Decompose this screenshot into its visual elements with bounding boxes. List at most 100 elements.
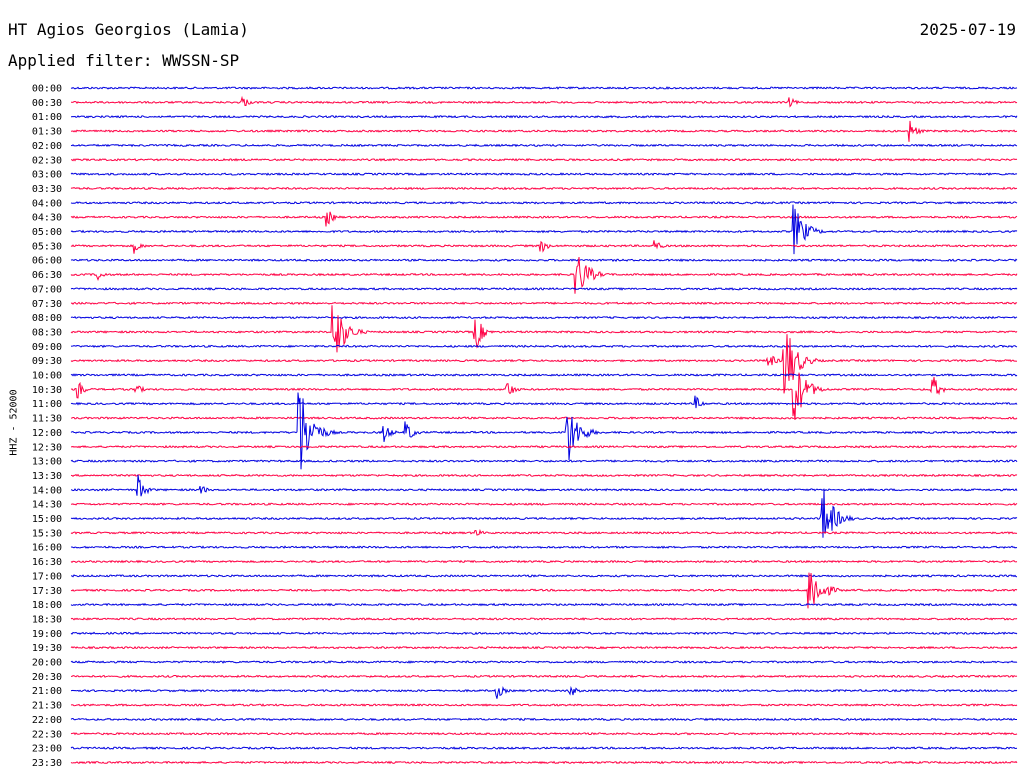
trace-line [70, 545, 1018, 550]
trace-line [70, 211, 1018, 227]
trace-line [70, 172, 1018, 176]
trace-line [70, 444, 1018, 449]
trace-line [70, 143, 1018, 148]
date-label: 2025-07-19 [919, 20, 1016, 39]
time-label: 19:30 [32, 643, 62, 654]
filter-label: Applied filter: WWSSN-SP [8, 51, 240, 70]
trace-line [70, 645, 1018, 650]
time-label: 05:00 [32, 227, 62, 238]
trace-line [70, 631, 1018, 636]
trace-line [70, 305, 1018, 353]
time-label: 09:00 [32, 342, 62, 353]
time-label: 06:00 [32, 256, 62, 267]
time-label: 20:00 [32, 658, 62, 669]
time-label: 23:00 [32, 744, 62, 755]
time-label: 10:00 [32, 371, 62, 382]
time-label: 06:30 [32, 270, 62, 281]
time-label: 11:00 [32, 399, 62, 410]
time-label: 05:30 [32, 241, 62, 252]
time-label: 17:00 [32, 571, 62, 582]
time-label: 12:30 [32, 442, 62, 453]
time-label: 10:30 [32, 385, 62, 396]
time-label: 02:30 [32, 155, 62, 166]
trace-line [70, 528, 1018, 536]
time-label: 23:30 [32, 758, 62, 769]
time-label: 00:30 [32, 98, 62, 109]
trace-line [70, 474, 1018, 497]
trace-line [70, 392, 1018, 470]
time-label: 13:30 [32, 471, 62, 482]
trace-line [70, 344, 1018, 349]
trace-line [70, 717, 1017, 722]
time-label: 02:00 [32, 141, 62, 152]
time-label: 16:00 [32, 543, 62, 554]
station-title: HT Agios Georgios (Lamia) [8, 20, 249, 39]
time-label: 21:30 [32, 701, 62, 712]
time-label: 08:00 [32, 313, 62, 324]
trace-line [70, 315, 1018, 320]
time-label: 16:30 [32, 557, 62, 568]
trace-line [70, 372, 1018, 421]
time-label: 07:00 [32, 284, 62, 295]
time-label: 08:30 [32, 327, 62, 338]
trace-line [70, 685, 1018, 699]
trace-line [70, 617, 1018, 621]
time-label: 00:00 [32, 84, 62, 95]
trace-line [70, 572, 1018, 609]
time-label: 14:00 [32, 485, 62, 496]
trace-line [71, 573, 1018, 578]
trace-line [70, 760, 1018, 765]
trace-line [71, 674, 1018, 679]
trace-line [70, 120, 1018, 142]
time-label: 01:00 [32, 112, 62, 123]
time-label: 04:30 [32, 213, 62, 224]
trace-line [70, 502, 1018, 506]
trace-line [70, 731, 1018, 736]
trace-line [70, 703, 1018, 707]
trace-line [70, 240, 1018, 254]
trace-line [70, 287, 1018, 291]
time-label: 12:00 [32, 428, 62, 439]
time-label: 04:00 [32, 198, 62, 209]
trace-line [70, 186, 1018, 191]
trace-line [70, 204, 1018, 255]
time-label: 15:30 [32, 528, 62, 539]
trace-line [70, 395, 1018, 409]
trace-line [70, 602, 1018, 607]
trace-line [70, 416, 1018, 420]
time-label: 18:00 [32, 600, 62, 611]
time-label: 19:00 [32, 629, 62, 640]
trace-line [71, 114, 1018, 119]
time-label: 21:00 [32, 686, 62, 697]
trace-line [70, 660, 1018, 664]
time-label: 17:30 [32, 586, 62, 597]
time-label: 01:30 [32, 127, 62, 138]
trace-line [70, 373, 1018, 377]
time-label: 20:30 [32, 672, 62, 683]
trace-line [70, 473, 1018, 478]
time-label: 22:30 [32, 729, 62, 740]
trace-line [70, 559, 1018, 564]
trace-line [70, 258, 1018, 263]
time-label: 03:00 [32, 170, 62, 181]
trace-line [70, 488, 1018, 538]
trace-line [70, 256, 1018, 294]
trace-line [70, 301, 1018, 306]
trace-line [70, 334, 1018, 394]
time-label: 14:30 [32, 500, 62, 511]
time-label: 22:00 [32, 715, 62, 726]
time-label: 18:30 [32, 614, 62, 625]
trace-line [70, 746, 1018, 750]
time-label: 09:30 [32, 356, 62, 367]
time-label: 13:00 [32, 457, 62, 468]
time-label: 11:30 [32, 414, 62, 425]
trace-line [71, 157, 1018, 162]
trace-line [70, 459, 1018, 463]
time-label: 15:00 [32, 514, 62, 525]
trace-line [70, 86, 1018, 90]
time-label: 03:30 [32, 184, 62, 195]
trace-line [71, 95, 1018, 108]
time-label: 07:30 [32, 299, 62, 310]
